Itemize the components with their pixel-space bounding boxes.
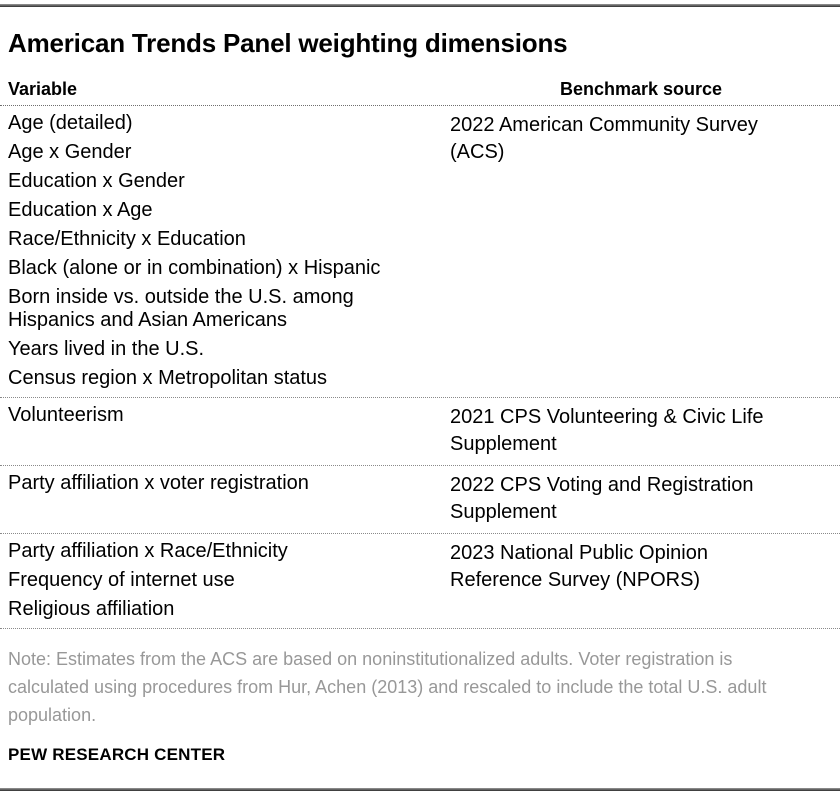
variable-label: Education x Gender xyxy=(8,170,185,192)
variable-cell: Party affiliation x voter registration xyxy=(0,472,450,526)
variable-label: Party affiliation x Race/Ethnicity xyxy=(8,540,288,562)
table-row-group: Age (detailed) Age x Gender Education x Ge… xyxy=(0,106,840,398)
benchmark-source-line: 2022 American Community Survey xyxy=(450,114,758,136)
variable-label: Age x Gender xyxy=(8,141,132,163)
benchmark-source-cell: 2023 National Public Opinion Reference Su… xyxy=(450,540,840,621)
variable-label: Born inside vs. outside the U.S. among Hi… xyxy=(8,286,446,332)
variable-label: Black (alone or in combination) x Hispan… xyxy=(8,257,381,279)
variable-label: Party affiliation x voter registration xyxy=(8,472,309,494)
note-text: Note: Estimates from the ACS are based o… xyxy=(8,649,767,725)
variable-label: Education x Age xyxy=(8,199,153,221)
variable-label: Religious affiliation xyxy=(8,598,175,620)
benchmark-source-line: Supplement xyxy=(450,501,557,523)
benchmark-source-line: Reference Survey (NPORS) xyxy=(450,569,701,591)
benchmark-source-line: 2021 CPS Volunteering & Civic Life xyxy=(450,406,764,428)
variable-label: Years lived in the U.S. xyxy=(8,338,205,360)
benchmark-source-line: 2022 CPS Voting and Registration xyxy=(450,474,754,496)
benchmark-source-line: 2023 National Public Opinion xyxy=(450,542,708,564)
column-header-benchmark-source: Benchmark source xyxy=(559,79,723,99)
variable-label: Age (detailed) xyxy=(8,112,133,134)
benchmark-source-cell: 2021 CPS Volunteering & Civic Life Supple… xyxy=(450,404,840,458)
table-row-group: Party affiliation x voter registration 20… xyxy=(0,466,840,534)
table-row-group: Party affiliation x Race/Ethnicity Freque… xyxy=(0,534,840,629)
variable-cell: Volunteerism xyxy=(0,404,450,458)
benchmark-source-cell: 2022 American Community Survey (ACS) xyxy=(450,112,840,390)
variable-label-line: Hispanics and Asian Americans xyxy=(8,309,288,331)
variable-label: Race/Ethnicity x Education xyxy=(8,228,246,250)
footer-brand: PEW RESEARCH CENTER xyxy=(8,745,226,764)
variable-label-line: Born inside vs. outside the U.S. among xyxy=(8,286,354,308)
benchmark-source-cell: 2022 CPS Voting and Registration Suppleme… xyxy=(450,472,840,526)
table-body: Age (detailed) Age x Gender Education x Ge… xyxy=(0,106,840,629)
top-rule xyxy=(0,4,840,7)
variable-label: Volunteerism xyxy=(8,404,124,426)
table-row-group: Volunteerism 2021 CPS Volunteering & Civi… xyxy=(0,398,840,466)
column-header-variable: Variable xyxy=(8,79,78,99)
benchmark-source-line: (ACS) xyxy=(450,141,505,163)
table-header-row: Variable Benchmark source xyxy=(0,79,840,106)
variable-label: Census region x Metropolitan status xyxy=(8,367,328,389)
bottom-rule xyxy=(0,788,840,791)
variable-label: Frequency of internet use xyxy=(8,569,235,591)
variable-cell: Age (detailed) Age x Gender Education x Ge… xyxy=(0,112,450,390)
variable-cell: Party affiliation x Race/Ethnicity Freque… xyxy=(0,540,450,621)
page-title: American Trends Panel weighting dimensio… xyxy=(8,28,568,58)
benchmark-source-line: Supplement xyxy=(450,433,557,455)
